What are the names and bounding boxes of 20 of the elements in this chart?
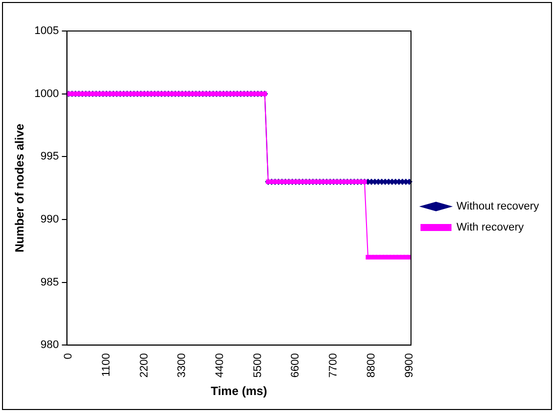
x-axis-title: Time (ms)	[210, 384, 268, 398]
y-tick-label: 995	[40, 150, 59, 163]
x-tick-label: 1100	[100, 353, 112, 377]
legend-label: With recovery	[456, 222, 524, 234]
y-tick-label: 980	[40, 339, 59, 352]
y-axis-title: Number of nodes alive	[12, 123, 27, 252]
x-tick-label: 2200	[138, 353, 150, 378]
x-tick-label: 3300	[176, 353, 188, 378]
x-tick-label: 0	[62, 353, 75, 360]
x-tick-label: 4400	[214, 353, 226, 378]
x-tick-label: 8800	[365, 353, 378, 378]
x-tick-label: 7700	[328, 353, 340, 378]
legend-label: Without recovery	[456, 200, 540, 213]
y-tick-label: 985	[40, 276, 59, 288]
y-tick-label: 1005	[34, 25, 59, 38]
x-tick-label: 6600	[290, 353, 302, 378]
y-tick-label: 1000	[34, 88, 59, 100]
x-tick-label: 9900	[403, 353, 416, 378]
x-tick-label: 5500	[252, 353, 264, 378]
y-tick-label: 990	[40, 214, 59, 226]
